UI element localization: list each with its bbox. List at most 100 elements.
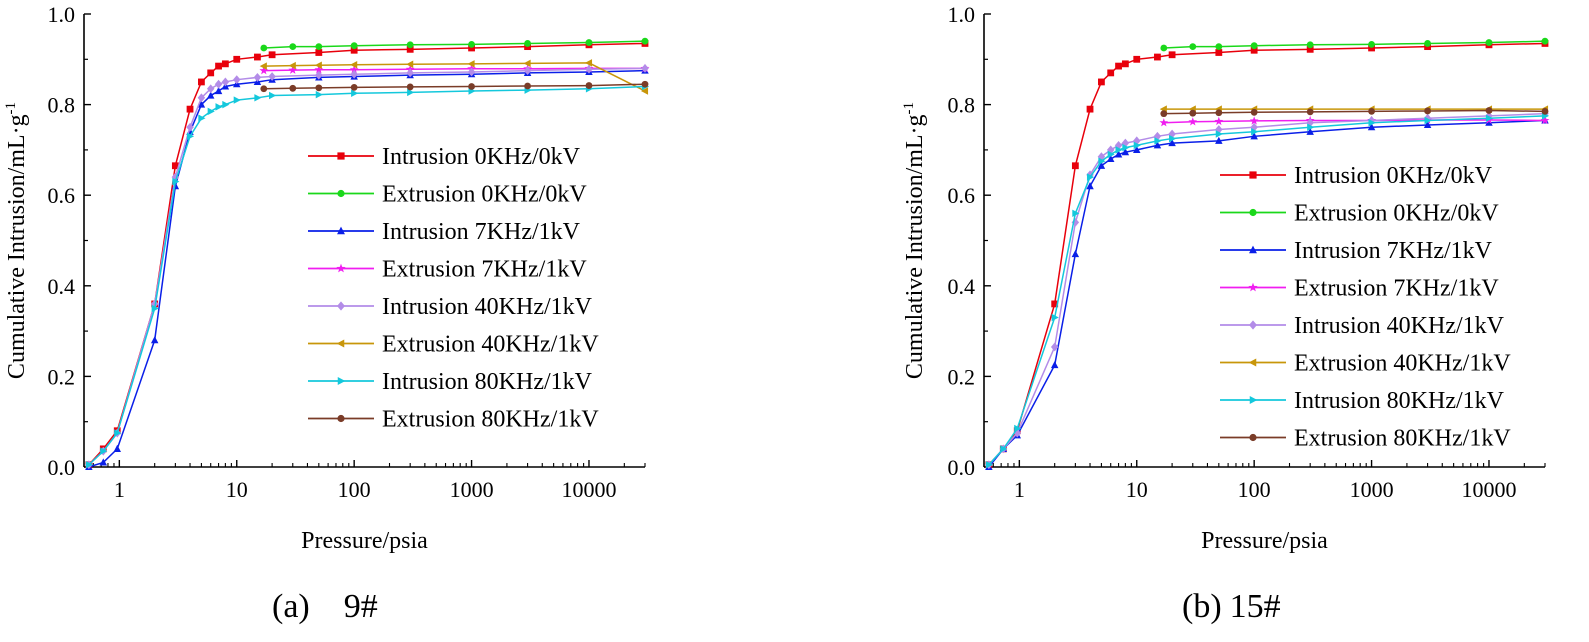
legend-label: Extrusion 0KHz/0kV	[382, 182, 587, 208]
x-axis-label: Pressure/psia	[301, 528, 428, 554]
data-point	[350, 42, 358, 50]
data-point	[1050, 342, 1059, 352]
legend-marker	[1248, 358, 1257, 367]
y-tick-label: 0.4	[948, 274, 976, 299]
y-axis-label-superscript: -1	[901, 102, 917, 115]
data-point	[1540, 115, 1550, 125]
data-point	[468, 40, 475, 48]
series-line	[988, 119, 1546, 468]
caption-sample-a: 9#	[343, 588, 378, 625]
data-point	[1114, 150, 1123, 158]
data-point	[1541, 107, 1549, 115]
data-point	[1133, 141, 1141, 150]
legend-marker	[337, 414, 345, 423]
data-point	[1154, 137, 1162, 145]
series-1	[260, 37, 649, 52]
data-point	[1485, 39, 1493, 46]
data-point	[1214, 116, 1224, 126]
data-point	[1160, 44, 1168, 52]
data-point	[197, 100, 206, 108]
x-tick-label: 100	[1238, 477, 1271, 502]
data-point	[1086, 182, 1094, 190]
data-point	[1215, 130, 1223, 138]
data-point	[407, 88, 415, 97]
y-axis-label: Cumulative Intrusion/mL·g-1	[3, 102, 30, 379]
series-5	[259, 59, 649, 95]
legend-label: Intrusion 80KHz/1kV	[382, 369, 593, 395]
y-tick-label: 1.0	[48, 2, 76, 27]
data-point	[85, 460, 93, 469]
legend-marker	[1249, 396, 1258, 404]
data-point	[1215, 109, 1223, 117]
y-tick-label: 0.4	[48, 274, 76, 299]
legend: Intrusion 0KHz/0kV Extrusion 0KHz/0kV Intr…	[1220, 163, 1511, 452]
data-point	[233, 55, 241, 63]
data-point	[233, 75, 241, 85]
data-point	[1086, 173, 1095, 181]
data-point	[1071, 162, 1079, 170]
data-point	[1115, 62, 1122, 70]
data-point	[206, 84, 215, 94]
legend-label: Extrusion 40KHz/1kV	[382, 332, 599, 358]
legend-label: Extrusion 0KHz/0kV	[1294, 201, 1499, 227]
data-point	[1250, 42, 1258, 50]
legend-marker	[1249, 208, 1257, 217]
data-point	[468, 83, 475, 90]
legend-marker	[337, 189, 345, 198]
data-point	[315, 90, 323, 99]
data-point	[100, 447, 108, 455]
data-point	[315, 43, 323, 51]
data-point	[1249, 116, 1259, 125]
data-point	[640, 87, 649, 95]
data-point	[1424, 116, 1432, 125]
data-point	[1168, 129, 1176, 139]
legend-label: Intrusion 0KHz/0kV	[382, 144, 581, 170]
data-point	[406, 60, 414, 69]
y-tick-label: 0.6	[48, 183, 76, 208]
data-point	[985, 460, 993, 469]
y-axis-label-text: Cumulative Intrusion/mL·g	[902, 114, 928, 379]
data-point	[1215, 136, 1223, 144]
data-point	[467, 67, 476, 77]
data-point	[215, 103, 223, 111]
data-point	[1306, 45, 1314, 53]
data-point	[1424, 40, 1431, 47]
legend-marker	[337, 301, 345, 311]
data-point	[641, 37, 649, 45]
legend-label: Intrusion 7KHz/1kV	[382, 219, 581, 245]
data-point	[1541, 37, 1549, 45]
x-tick-label: 1	[114, 477, 125, 502]
data-point	[1215, 49, 1223, 56]
data-point	[1424, 107, 1431, 115]
legend-marker	[1249, 433, 1257, 442]
data-point	[171, 172, 180, 182]
y-tick-label: 0.8	[948, 93, 976, 118]
panel-caption-b: (b) 15#	[1182, 588, 1281, 626]
x-tick-label: 100	[338, 477, 371, 502]
data-point	[214, 86, 223, 95]
data-point	[524, 40, 531, 47]
legend-marker	[1249, 320, 1257, 330]
data-point	[113, 444, 122, 452]
x-tick-label: 10000	[561, 477, 616, 502]
data-point	[314, 65, 324, 74]
x-tick-label: 10000	[1461, 477, 1516, 502]
data-point	[349, 65, 359, 74]
data-point	[1051, 313, 1059, 322]
chart-panel-b: 0.0 0.2 0.4 0.6 0.8 1.0 1 10 100 1000 10000 Pressur…	[901, 2, 1550, 554]
data-point	[1250, 108, 1258, 116]
legend-marker	[1248, 282, 1258, 292]
data-point	[406, 41, 414, 49]
data-point	[259, 62, 267, 70]
data-point	[1368, 118, 1376, 127]
data-point	[315, 49, 323, 56]
data-point	[1121, 138, 1130, 148]
y-tick-label: 0.8	[48, 93, 76, 118]
y-axis-label-superscript: -1	[3, 102, 19, 115]
y-tick-label: 0.6	[948, 183, 976, 208]
data-point	[1189, 109, 1197, 117]
x-tick-label: 1	[1014, 477, 1025, 502]
data-point	[198, 78, 205, 86]
legend-marker	[1249, 245, 1257, 254]
